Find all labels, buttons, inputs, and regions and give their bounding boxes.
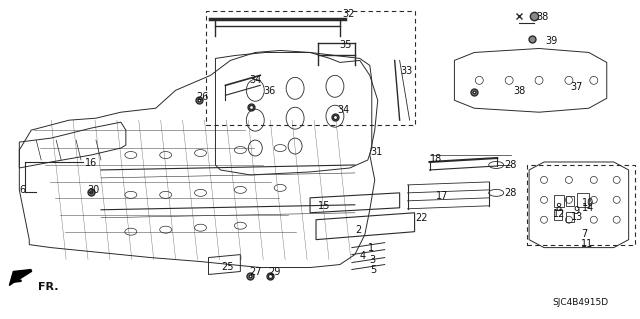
Text: 38: 38 [513,86,525,96]
Text: 33: 33 [401,66,413,76]
Bar [566,212,574,222]
Text: 2: 2 [355,225,361,235]
Text: 26: 26 [196,92,209,102]
Text: 3: 3 [370,255,376,264]
Text: 11: 11 [581,239,593,249]
Text: 16: 16 [85,158,97,168]
Text: 39: 39 [545,35,557,46]
Text: 29: 29 [268,266,280,277]
Polygon shape [10,270,31,286]
Text: 35: 35 [339,40,351,49]
Text: SJC4B4915D: SJC4B4915D [552,298,609,307]
Text: 7: 7 [581,229,587,239]
Text: 34: 34 [250,75,262,85]
Text: 25: 25 [221,262,234,271]
Text: FR.: FR. [38,282,59,293]
Text: 4: 4 [360,251,366,261]
Text: 1: 1 [368,243,374,253]
Bar [577,193,589,207]
Bar [566,196,574,206]
Text: 37: 37 [570,82,582,92]
Text: 27: 27 [250,266,262,277]
Text: 5: 5 [370,264,376,275]
Text: 18: 18 [429,154,442,164]
Bar [205,11,415,125]
Bar [554,210,562,220]
Text: 32: 32 [342,9,355,19]
Text: 12: 12 [553,209,565,219]
Text: 38: 38 [536,11,548,22]
Text: 8: 8 [555,203,561,213]
Text: 13: 13 [571,212,583,222]
Text: 22: 22 [415,213,428,223]
Text: 14: 14 [582,203,594,213]
Bar [527,165,635,245]
Text: 34: 34 [337,105,349,115]
Text: 6: 6 [19,185,26,195]
Text: 28: 28 [504,188,516,198]
Text: 28: 28 [504,160,516,170]
Text: 15: 15 [318,201,330,211]
Text: 31: 31 [371,147,383,157]
Text: 30: 30 [87,185,99,195]
Text: 10: 10 [582,198,594,208]
Text: 17: 17 [435,191,448,201]
Bar [554,195,564,207]
Text: 9: 9 [573,206,579,216]
Text: 36: 36 [263,86,275,96]
